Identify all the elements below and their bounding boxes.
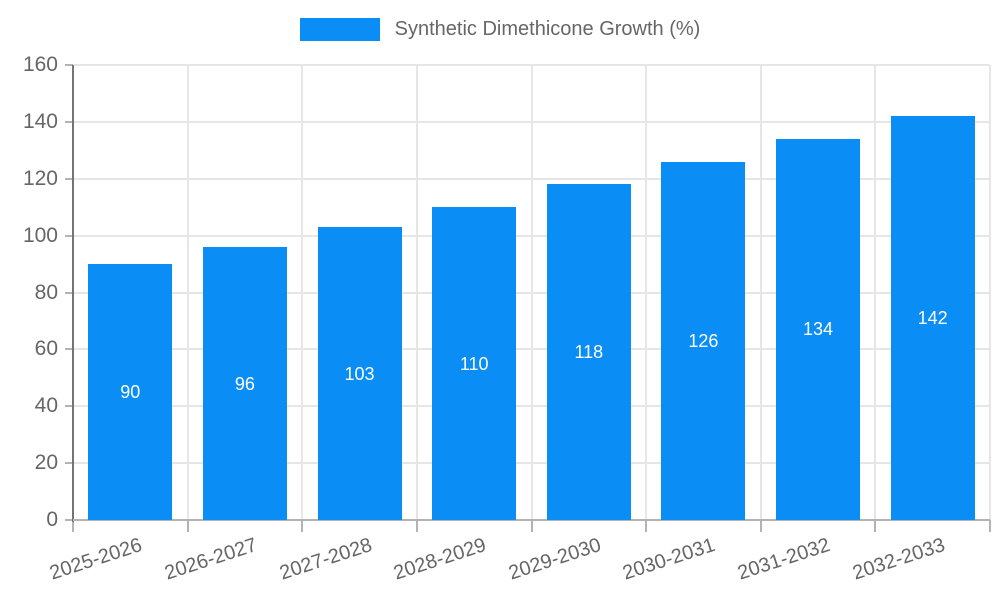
bar (202, 247, 287, 520)
y-axis-tick (65, 120, 73, 123)
y-axis-tick (65, 64, 73, 66)
y-axis-tick-label: 140 (22, 109, 58, 133)
x-axis-tick (72, 520, 74, 532)
bar-value-label: 118 (574, 342, 604, 363)
bar-value-label: 126 (688, 330, 719, 351)
bar-value-label: 134 (803, 319, 834, 340)
bar-value-label: 142 (917, 308, 948, 329)
y-axis-tick-label: 120 (22, 166, 58, 190)
bar (776, 138, 861, 520)
bar (546, 184, 631, 520)
y-axis-tick (65, 348, 73, 351)
x-axis-line (73, 519, 990, 521)
y-axis-tick-label: 80 (34, 280, 58, 304)
x-axis-tick (759, 520, 762, 532)
y-axis-tick (65, 291, 73, 294)
x-gridline (415, 65, 418, 520)
x-gridline (186, 65, 189, 520)
bar-value-label: 90 (120, 382, 141, 403)
x-gridline (759, 65, 762, 520)
y-axis-tick-label: 160 (22, 53, 58, 76)
x-axis-tick (874, 520, 877, 532)
x-axis-tick (301, 520, 304, 532)
x-axis-tick (415, 520, 418, 532)
x-gridline (301, 65, 304, 520)
x-axis-tick (989, 520, 991, 532)
x-gridline (989, 65, 991, 520)
bar (317, 227, 402, 520)
bar-value-label: 96 (234, 373, 255, 394)
y-axis-tick-label: 20 (34, 451, 58, 475)
y-axis-tick-label: 100 (22, 223, 58, 247)
y-axis-tick-label: 40 (34, 394, 58, 418)
bar-value-label: 103 (344, 363, 375, 384)
x-axis-tick (186, 520, 189, 532)
bar (890, 116, 975, 520)
bar (88, 264, 173, 520)
bar (432, 207, 517, 520)
legend-swatch (299, 18, 380, 41)
y-axis-tick-label: 60 (34, 337, 58, 361)
bar (661, 161, 746, 520)
y-axis-tick (65, 405, 73, 408)
y-axis-tick (65, 519, 73, 521)
x-axis-tick (645, 520, 648, 532)
legend-label: Synthetic Dimethicone Growth (%) (394, 18, 701, 40)
y-axis-line (72, 65, 74, 522)
legend: Synthetic Dimethicone Growth (%) (0, 18, 1000, 41)
x-gridline (530, 65, 533, 520)
x-axis-tick (530, 520, 533, 532)
y-axis-tick-label: 0 (46, 508, 58, 531)
bar-value-label: 110 (459, 353, 489, 374)
y-axis-tick (65, 177, 73, 180)
x-gridline (645, 65, 648, 520)
x-gridline (874, 65, 877, 520)
y-axis-tick (65, 462, 73, 465)
y-axis-tick (65, 234, 73, 237)
